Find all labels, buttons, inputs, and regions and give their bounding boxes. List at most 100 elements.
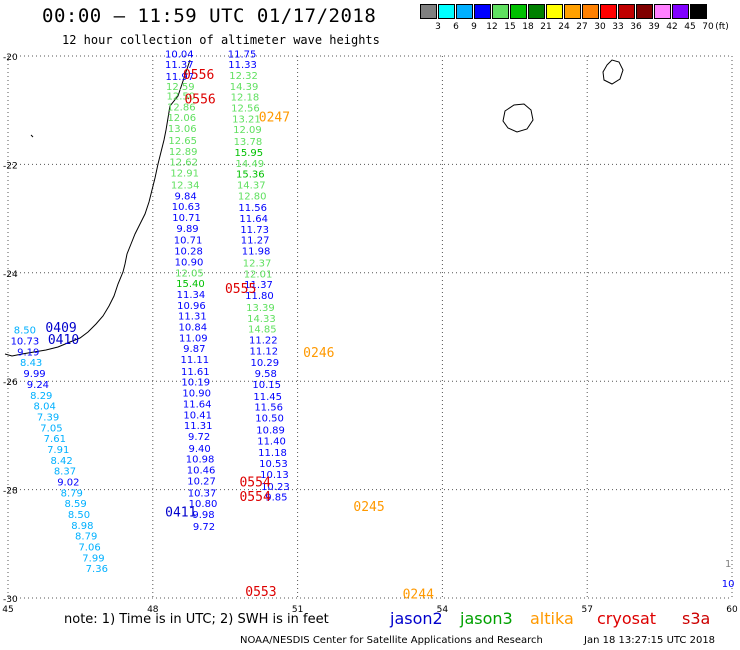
pass-time-label: 0245 — [353, 500, 384, 515]
lat-tick-label: -28 — [3, 487, 18, 497]
footer-timestamp: Jan 18 13:27:15 UTC 2018 — [584, 635, 716, 646]
swh-value-label: 12.05 — [175, 268, 204, 279]
footer-note: note: 1) Time is in UTC; 2) SWH is in fe… — [64, 612, 329, 627]
swh-value-label: 10.71 — [174, 236, 203, 247]
swh-value-label: 12.50 — [166, 92, 195, 103]
swh-value-label: 8.04 — [34, 402, 56, 413]
swh-value-label: 12.34 — [171, 180, 200, 191]
color-swatch — [636, 4, 653, 19]
swh-value-label: 9.40 — [188, 444, 210, 455]
lon-tick-label: 51 — [292, 605, 303, 615]
swh-value-label: 7.05 — [40, 423, 62, 434]
swh-value-label: 11.45 — [253, 392, 282, 403]
swh-value-label: 11.40 — [257, 436, 286, 447]
swh-value-label: 8.43 — [20, 358, 42, 369]
color-swatch — [618, 4, 635, 19]
swh-value-label: 10.96 — [177, 301, 206, 312]
color-swatch — [654, 4, 671, 19]
swh-value-label: 11.22 — [249, 335, 278, 346]
swh-value-label: 7.06 — [78, 543, 100, 554]
pass-time-label: 0410 — [48, 333, 79, 348]
altimeter-tracks: 10.0411.3711.9712.5912.5012.8612.0613.06… — [11, 49, 735, 590]
color-swatch — [546, 4, 563, 19]
lat-tick-label: -26 — [3, 378, 18, 388]
coastline-mauritius — [602, 59, 624, 85]
footer-credit: NOAA/NESDIS Center for Satellite Applica… — [240, 635, 543, 646]
swh-value-label: 10.90 — [182, 389, 211, 400]
swh-value-label: 10.80 — [189, 499, 218, 510]
color-scale-label: 39 — [648, 22, 660, 32]
color-scale-label: 70 — [702, 22, 714, 32]
pass-time-label: 0554 — [239, 475, 270, 490]
lat-tick-label: -30 — [3, 595, 18, 605]
swh-value-label: 12.59 — [166, 82, 195, 93]
swh-value-label: 12.56 — [231, 103, 260, 114]
swh-value-label: 9.99 — [23, 369, 45, 380]
swh-value-label: 9.24 — [27, 380, 49, 391]
swh-value-label: 8.79 — [61, 488, 83, 499]
lon-tick-label: 48 — [147, 605, 159, 615]
swh-value-label: 11.33 — [228, 60, 257, 71]
swh-value-label: 12.80 — [238, 191, 267, 202]
coastline-reunion — [502, 103, 534, 133]
color-scale-label: 12 — [486, 22, 498, 32]
swh-value-label: 11.34 — [177, 290, 206, 301]
swh-value-label: 10.27 — [187, 476, 216, 487]
swh-value-label: 11.09 — [179, 333, 208, 344]
swh-value-label: 11.56 — [254, 403, 283, 414]
swh-value-label: 10.04 — [165, 49, 194, 60]
color-swatch — [600, 4, 617, 19]
lat-tick-label: -20 — [3, 53, 18, 63]
lon-tick-label: 54 — [437, 605, 449, 615]
swh-value-label: 11.12 — [249, 346, 278, 357]
swh-value-label: 9.02 — [57, 477, 79, 488]
swh-value-label: 12.65 — [168, 136, 197, 147]
swh-value-label: 13.39 — [246, 303, 275, 314]
swh-value-label: 10.71 — [172, 213, 201, 224]
swh-value-label: 12.37 — [243, 259, 272, 270]
swh-value-label: 15.36 — [236, 170, 265, 181]
lat-tick-label: -24 — [3, 270, 18, 280]
swh-value-label: 8.59 — [64, 499, 86, 510]
color-swatch — [690, 4, 707, 19]
swh-value-label: 10.37 — [188, 488, 217, 499]
swh-value-label: 10.28 — [174, 247, 203, 258]
swh-value-label: 13.78 — [234, 137, 263, 148]
swh-value-label: 12.09 — [233, 125, 262, 136]
color-swatch — [492, 4, 509, 19]
pass-time-label: 0409 — [45, 321, 76, 336]
swh-value-label: 1 — [725, 559, 731, 570]
swh-value-label: 11.56 — [238, 203, 267, 214]
swh-value-label: 7.91 — [47, 445, 69, 456]
swh-value-label: 11.80 — [245, 291, 274, 302]
swh-value-label: 8.42 — [50, 456, 72, 467]
swh-value-label: 11.75 — [228, 49, 257, 60]
color-scale-label: 36 — [630, 22, 642, 32]
color-scale-label: 6 — [453, 22, 459, 32]
swh-value-label: 13.06 — [168, 124, 197, 135]
swh-value-label: 9.85 — [265, 493, 287, 504]
swh-value-label: 10.29 — [250, 358, 279, 369]
swh-value-label: 14.85 — [248, 325, 277, 336]
swh-value-label: 10.73 — [11, 337, 40, 348]
pass-time-label: 0247 — [259, 111, 290, 126]
latitude-labels: -20 -22 -24 -26 -28 -30 — [3, 53, 18, 605]
swh-value-label: 7.36 — [86, 564, 108, 575]
swh-value-label: 11.27 — [241, 236, 270, 247]
pass-time-label: 0246 — [303, 346, 334, 361]
color-scale-label: 45 — [684, 22, 696, 32]
swh-value-label: 7.99 — [82, 553, 104, 564]
swh-value-label: 11.64 — [183, 399, 212, 410]
color-swatch — [456, 4, 473, 19]
swh-value-label: 9.19 — [17, 347, 39, 358]
pass-time-label: 0556 — [183, 68, 214, 83]
swh-value-label: 11.37 — [165, 60, 194, 71]
swh-value-label: 14.39 — [230, 82, 259, 93]
swh-value-label: 10.15 — [252, 380, 281, 391]
coastline-islet — [30, 134, 34, 138]
legend-altika: altika — [530, 609, 574, 628]
color-swatch — [528, 4, 545, 19]
swh-value-label: 11.37 — [244, 280, 273, 291]
swh-value-label: 14.37 — [237, 180, 266, 191]
